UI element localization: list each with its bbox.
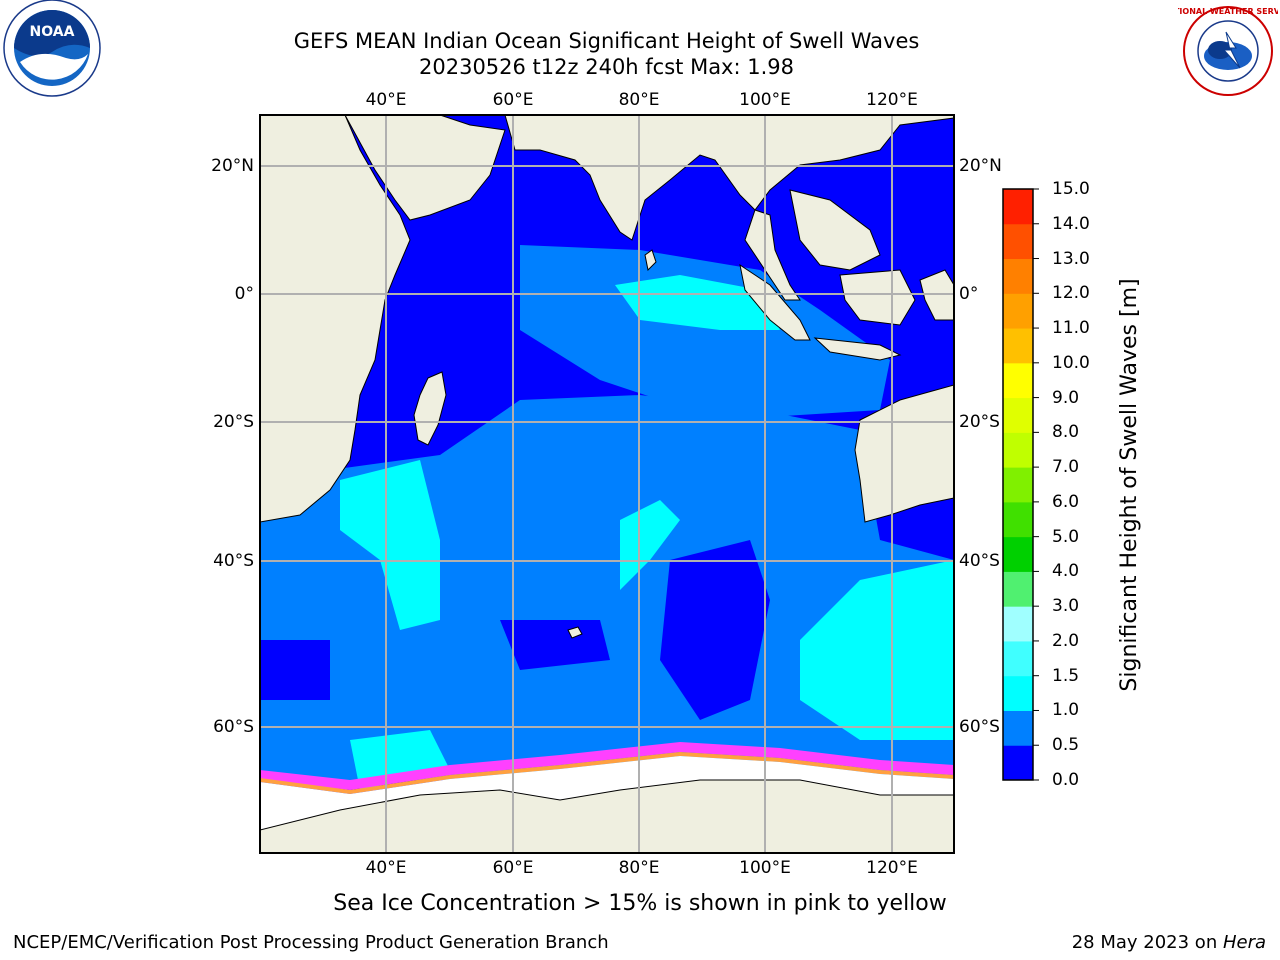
swell-zone-equatorial bbox=[520, 245, 890, 420]
chart-subtitle: 20230526 t12z 240h fcst Max: 1.98 bbox=[419, 55, 794, 79]
asia-land bbox=[504, 115, 954, 241]
colorbar-tick-label: 10.0 bbox=[1052, 352, 1090, 373]
colorbar-segment bbox=[1003, 328, 1033, 364]
lon-tick-top: 60°E bbox=[492, 90, 534, 110]
noaa-logo: NOAA bbox=[3, 0, 101, 97]
sea-ice-caption: Sea Ice Concentration > 15% is shown in … bbox=[333, 891, 947, 916]
colorbar-tick-label: 14.0 bbox=[1052, 213, 1090, 234]
footer-branch: NCEP/EMC/Verification Post Processing Pr… bbox=[13, 932, 609, 953]
lat-tick-left: 20°N bbox=[211, 156, 254, 176]
africa-land bbox=[260, 115, 411, 523]
lon-tick-bottom: 80°E bbox=[618, 858, 660, 878]
colorbar-segment bbox=[1003, 536, 1033, 572]
lon-tick-bottom: 120°E bbox=[866, 858, 918, 878]
colorbar-segment bbox=[1003, 223, 1033, 260]
colorbar-tick-label: 15.0 bbox=[1052, 179, 1090, 199]
madagascar-land bbox=[413, 371, 447, 446]
colorbar-segment bbox=[1003, 640, 1033, 677]
lat-tick-right: 20°N bbox=[959, 156, 1002, 176]
lat-tick-left: 40°S bbox=[213, 551, 254, 571]
noaa-logo-text: NOAA bbox=[30, 24, 75, 40]
colorbar-tick-label: 1.0 bbox=[1052, 700, 1080, 721]
colorbar-segment bbox=[1003, 675, 1033, 711]
colorbar-segment bbox=[1003, 397, 1033, 433]
gridlines bbox=[260, 115, 954, 853]
lat-tick-left: 60°S bbox=[213, 717, 254, 737]
colorbar-tick-label: 12.0 bbox=[1052, 283, 1090, 304]
borneo-land bbox=[839, 269, 916, 326]
colorbar-segment bbox=[1003, 467, 1033, 503]
colorbar-tick-label: 11.0 bbox=[1052, 318, 1090, 339]
colorbar-tick-label: 0.5 bbox=[1052, 735, 1080, 756]
colorbar-segment bbox=[1003, 606, 1033, 642]
colorbar-segment bbox=[1003, 710, 1033, 746]
lat-tick-right: 60°S bbox=[959, 717, 1000, 737]
chart-title: GEFS MEAN Indian Ocean Significant Heigh… bbox=[293, 29, 920, 53]
australia-land bbox=[854, 384, 954, 523]
lat-tick-right: 0° bbox=[959, 284, 979, 304]
lon-tick-top: 120°E bbox=[866, 90, 918, 110]
lat-tick-left: 0° bbox=[234, 284, 254, 304]
footer-host: Hera bbox=[1222, 932, 1266, 953]
lon-tick-bottom: 100°E bbox=[739, 858, 791, 878]
colorbar-segment bbox=[1003, 362, 1033, 399]
colorbar-tick-label: 1.5 bbox=[1052, 665, 1080, 686]
colorbar-label: Significant Height of Swell Waves [m] bbox=[1117, 278, 1142, 692]
footer-date: 28 May 2023 on Hera bbox=[1072, 932, 1266, 953]
colorbar-segment bbox=[1003, 432, 1033, 468]
colorbar-tick-label: 0.0 bbox=[1052, 770, 1080, 790]
colorbar-tick-label: 3.0 bbox=[1052, 596, 1080, 617]
colorbar bbox=[1003, 188, 1039, 781]
lon-tick-bottom: 40°E bbox=[365, 858, 407, 878]
colorbar-segment bbox=[1003, 745, 1033, 781]
colorbar-segment bbox=[1003, 258, 1033, 294]
colorbar-tick-label: 2.0 bbox=[1052, 630, 1080, 651]
lon-tick-top: 40°E bbox=[365, 90, 407, 110]
nws-logo: NATIONAL WEATHER SERVICE bbox=[1178, 6, 1278, 96]
lat-tick-right: 40°S bbox=[959, 551, 1000, 571]
colorbar-tick-label: 7.0 bbox=[1052, 457, 1080, 478]
lat-tick-right: 20°S bbox=[959, 412, 1000, 432]
lat-tick-left: 20°S bbox=[213, 412, 254, 432]
sri-lanka-land bbox=[644, 249, 657, 272]
swell-zone-high-equator bbox=[615, 275, 780, 330]
colorbar-tick-label: 5.0 bbox=[1052, 526, 1080, 547]
swell-zone-medium bbox=[260, 395, 954, 780]
swell-zone-high-east bbox=[800, 560, 954, 740]
map-frame bbox=[259, 114, 955, 854]
colorbar-segment bbox=[1003, 571, 1033, 607]
colorbar-segment bbox=[1003, 189, 1033, 225]
antarctica-land bbox=[260, 779, 954, 853]
colorbar-tick-label: 8.0 bbox=[1052, 422, 1080, 443]
indochina-land bbox=[789, 189, 881, 271]
colorbar-tick-label: 9.0 bbox=[1052, 387, 1080, 408]
lon-tick-top: 80°E bbox=[618, 90, 660, 110]
swell-zone-high-west bbox=[340, 460, 440, 630]
colorbar-tick-label: 4.0 bbox=[1052, 561, 1080, 582]
java-land bbox=[813, 337, 902, 361]
colorbar-segment bbox=[1003, 293, 1033, 329]
colorbar-frame bbox=[1002, 188, 1034, 781]
colorbar-segment bbox=[1003, 501, 1033, 538]
colorbar-tick-label: 6.0 bbox=[1052, 491, 1080, 512]
footer-date-text: 28 May 2023 on bbox=[1071, 932, 1223, 953]
lon-tick-bottom: 60°E bbox=[492, 858, 534, 878]
malay-peninsula-land bbox=[744, 209, 801, 301]
colorbar-tick-label: 13.0 bbox=[1052, 248, 1090, 269]
lon-tick-top: 100°E bbox=[739, 90, 791, 110]
sea-ice-edge bbox=[260, 742, 954, 790]
nws-logo-text: NATIONAL WEATHER SERVICE bbox=[1178, 7, 1278, 16]
